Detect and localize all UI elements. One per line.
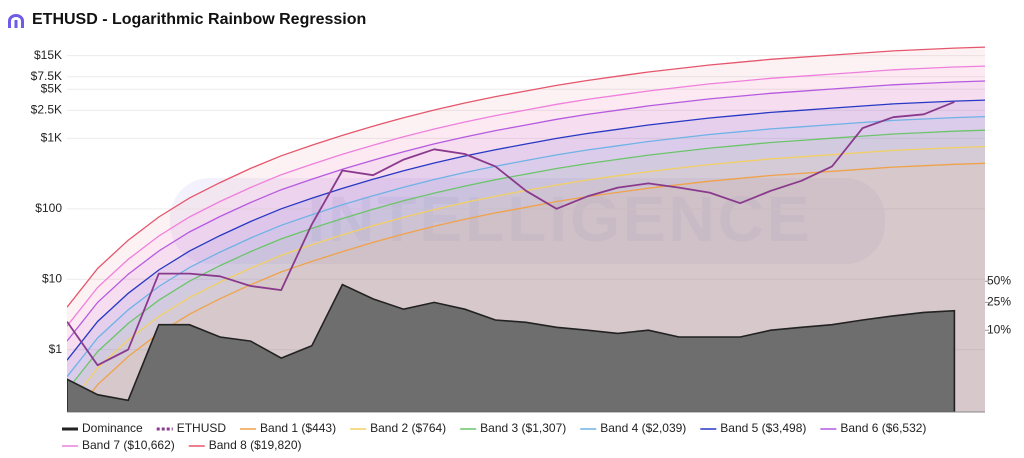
- y-tick-label: $2.5K: [31, 103, 62, 117]
- band-line: [75, 162, 985, 412]
- watermark: INTELLIGENCE: [307, 183, 812, 255]
- legend-item: Band 7 ($10,662): [62, 438, 175, 452]
- y2-tick-label: 50%: [987, 273, 1011, 287]
- y-tick-label: $100: [35, 201, 62, 215]
- band-line: [67, 129, 985, 391]
- legend-item: Band 4 ($2,039): [580, 421, 686, 435]
- y2-tick-label: 25%: [987, 295, 1011, 309]
- watermark-box: [170, 178, 885, 264]
- axes: $1 $10 $100 $1K $2.5K $5K$7.5K $15K 10% 25% 50%: [31, 48, 1011, 413]
- band-fill: [67, 81, 985, 412]
- dominance-area: [67, 283, 956, 412]
- legend-item: Band 3 ($1,307): [460, 421, 566, 435]
- legend-label: Band 2 ($764): [370, 421, 446, 435]
- band-line: [67, 46, 985, 308]
- band-line: [67, 80, 985, 342]
- legend-label: Band 8 ($19,820): [209, 438, 302, 452]
- y-tick-label: $1K: [41, 131, 62, 145]
- plot-area: [67, 46, 985, 412]
- legend-item: Dominance: [62, 421, 143, 435]
- legend-item: Band 6 ($6,532): [820, 421, 926, 435]
- legend-label: Band 6 ($6,532): [840, 421, 926, 435]
- legend-item: Band 8 ($19,820): [188, 438, 302, 452]
- legend-label: Dominance: [82, 421, 143, 435]
- legend-label: Band 7 ($10,662): [82, 438, 175, 452]
- y-tick-label: $15K: [34, 48, 62, 62]
- legend-item: Band 2 ($764): [350, 421, 446, 435]
- legend: Dominance ETHUSD Band 1 ($443) Band 2 ($764…: [62, 421, 926, 452]
- price-line: [67, 101, 955, 367]
- y-tick-label: $5K: [41, 81, 62, 95]
- y-tick-label: $7.5K: [31, 69, 62, 83]
- y-tick-label: $1: [49, 342, 63, 356]
- legend-label: Band 4 ($2,039): [600, 421, 686, 435]
- band-line: [67, 99, 985, 361]
- legend-label: Band 1 ($443): [260, 421, 336, 435]
- legend-item: ETHUSD: [156, 421, 227, 435]
- legend-item: Band 5 ($3,498): [700, 421, 806, 435]
- legend-label: ETHUSD: [177, 421, 227, 435]
- y2-tick-label: 10%: [987, 322, 1011, 336]
- legend-item: Band 1 ($443): [240, 421, 336, 435]
- band-fill: [67, 66, 985, 412]
- band-line: [67, 65, 985, 327]
- band-fill: [67, 47, 985, 412]
- logo: [8, 14, 24, 28]
- chart-title: ETHUSD - Logarithmic Rainbow Regression: [32, 11, 366, 28]
- legend-label: Band 3 ($1,307): [480, 421, 566, 435]
- legend-label: Band 5 ($3,498): [720, 421, 806, 435]
- y-tick-label: $10: [42, 271, 62, 285]
- band-line: [67, 115, 985, 378]
